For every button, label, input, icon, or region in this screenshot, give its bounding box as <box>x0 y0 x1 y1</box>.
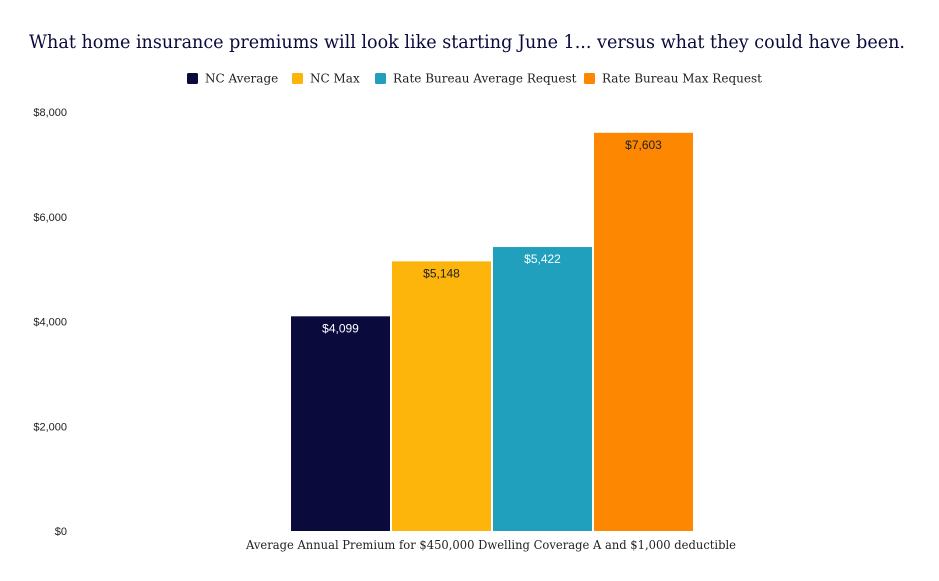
data-label: $5,422 <box>524 252 561 266</box>
bar-nc-average <box>291 316 390 531</box>
legend-label: Rate Bureau Max Request <box>602 72 762 86</box>
legend-swatch <box>292 73 303 84</box>
legend-swatch <box>375 73 386 84</box>
legend-item: Rate Bureau Max Request <box>584 72 762 86</box>
legend-swatch <box>584 73 595 84</box>
legend-item: NC Max <box>292 72 360 86</box>
y-tick-label: $4,000 <box>33 317 67 329</box>
bar-rate-bureau-average-request <box>493 247 592 531</box>
y-axis: $0 $2,000 $4,000 $6,000 $8,000 <box>33 107 67 538</box>
bar-nc-max <box>392 261 491 531</box>
bars: $4,099 $5,148 $5,422 $7,603 <box>291 132 693 531</box>
x-axis-label: Average Annual Premium for $450,000 Dwel… <box>245 538 736 552</box>
legend-label: NC Average <box>205 72 278 86</box>
y-tick-label: $0 <box>55 526 67 538</box>
legend-item: Rate Bureau Average Request <box>375 72 577 86</box>
legend-swatch <box>187 73 198 84</box>
y-tick-label: $8,000 <box>33 107 67 119</box>
data-label: $4,099 <box>322 321 359 335</box>
legend-label: Rate Bureau Average Request <box>393 72 577 86</box>
legend: NC Average NC Max Rate Bureau Average Requ… <box>187 72 762 86</box>
data-label: $7,603 <box>625 138 662 152</box>
legend-item: NC Average <box>187 72 278 86</box>
y-tick-label: $2,000 <box>33 421 67 433</box>
legend-label: NC Max <box>310 72 360 86</box>
y-tick-label: $6,000 <box>33 212 67 224</box>
data-label: $5,148 <box>423 266 460 280</box>
bar-rate-bureau-max-request <box>594 132 693 531</box>
chart-title: What home insurance premiums will look l… <box>29 31 905 53</box>
